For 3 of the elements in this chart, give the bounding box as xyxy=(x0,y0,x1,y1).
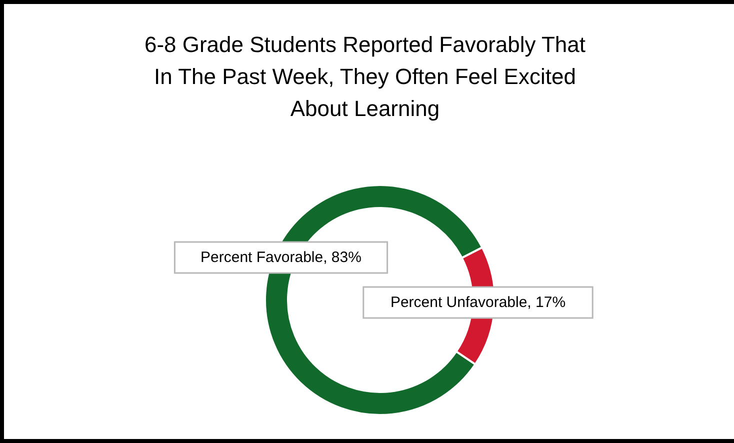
slice-label: Percent Favorable, 83% xyxy=(200,249,362,266)
slice-label: Percent Unfavorable, 17% xyxy=(390,294,566,311)
chart-title: 6-8 Grade Students Reported Favorably That In The Past Week, They Often Feel Excited About Learning xyxy=(144,32,586,121)
